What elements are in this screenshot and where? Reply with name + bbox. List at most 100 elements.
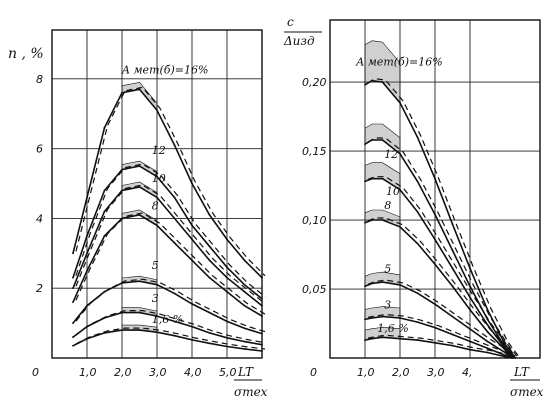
data-point: [243, 259, 246, 262]
data-point: [86, 196, 88, 199]
data-point: [156, 196, 158, 199]
data-point: [156, 224, 158, 227]
data-point: [208, 342, 211, 345]
data-point: [86, 252, 88, 255]
data-point: [399, 337, 401, 340]
data-point: [381, 81, 384, 83]
data-point: [514, 357, 517, 359]
left-chart: 1,0 2,0 3,0 4,0 5,0 2 4 6 8 0 A мет(б)=16% 12 10 8 5 3 1…: [8, 29, 268, 399]
series-line: [72, 88, 263, 279]
y-tick-label: 8: [36, 73, 43, 86]
data-point: [399, 188, 401, 191]
data-point: [434, 238, 436, 241]
series-label: 8: [152, 200, 159, 213]
data-point: [208, 311, 211, 314]
data-point: [486, 340, 489, 343]
data-point: [226, 320, 228, 323]
data-point: [243, 340, 246, 343]
series-label: 12: [384, 148, 398, 161]
y-axis-label: n , %: [8, 46, 44, 62]
series-label: 10: [152, 172, 166, 185]
data-point: [173, 292, 176, 295]
x-tick-label: 5,0: [219, 366, 237, 379]
y-axis-label-denominator: Δизд: [283, 34, 315, 48]
data-point: [191, 338, 193, 341]
data-point: [486, 351, 489, 354]
data-point: [191, 238, 193, 241]
data-point: [364, 285, 366, 288]
data-point: [261, 304, 263, 307]
x-tick-label: 4,0: [184, 366, 202, 379]
data-point: [138, 88, 141, 91]
data-point: [399, 283, 401, 286]
origin-label: 0: [310, 366, 317, 379]
data-point: [371, 337, 373, 340]
data-point: [371, 317, 373, 319]
data-point: [486, 347, 489, 350]
series-line: [72, 186, 263, 307]
x-tick-label: 2,0: [392, 366, 410, 379]
data-point: [86, 234, 88, 237]
data-point: [226, 290, 228, 293]
data-point: [243, 348, 246, 350]
series-line-dashed: [75, 86, 266, 277]
data-point: [261, 315, 263, 318]
data-point: [416, 339, 419, 341]
series-line: [364, 281, 513, 359]
data-point: [72, 336, 74, 338]
data-point: [451, 249, 454, 252]
data-point: [72, 301, 74, 304]
data-point: [191, 259, 193, 262]
x-tick-label: 2,0: [114, 366, 132, 379]
series-label: A мет(б)=16%: [121, 64, 208, 77]
data-point: [156, 315, 158, 318]
tolerance-band: [121, 81, 158, 112]
data-point: [469, 267, 471, 270]
data-point: [451, 285, 454, 288]
data-point: [381, 139, 384, 141]
data-point: [86, 269, 88, 272]
series-label: 1,6 %: [152, 313, 183, 326]
series-line-dashed: [367, 313, 516, 357]
data-point: [243, 304, 246, 307]
data-point: [416, 242, 419, 245]
data-point: [72, 322, 74, 325]
series-line-dashed: [367, 217, 516, 357]
data-point: [121, 311, 123, 314]
data-point: [103, 290, 106, 293]
x-tick-label: 1,0: [357, 366, 375, 379]
series-label: A мет(б)=16%: [355, 56, 442, 69]
data-point: [511, 357, 513, 359]
x-axis-label-numerator: LT: [237, 365, 254, 379]
data-point: [364, 318, 366, 321]
data-point: [226, 238, 228, 241]
x-axis-label-denominator: σтех: [234, 385, 268, 399]
data-point: [138, 214, 141, 216]
y-tick-label: 0,15: [302, 145, 327, 158]
data-point: [469, 285, 471, 288]
series-line-dashed: [367, 176, 516, 357]
data-point: [486, 330, 489, 333]
data-point: [243, 327, 246, 330]
data-point: [173, 217, 176, 220]
data-point: [434, 177, 436, 180]
y-tick-label: 4: [36, 212, 43, 225]
data-point: [381, 177, 384, 180]
data-point: [416, 321, 419, 324]
x-tick-label: 1,0: [79, 366, 97, 379]
data-point: [138, 311, 141, 314]
series-line-dashed: [75, 163, 266, 298]
data-point: [371, 139, 373, 141]
data-point: [191, 182, 193, 185]
y-tick-label: 0,10: [302, 214, 327, 227]
data-point: [138, 186, 141, 188]
data-point: [173, 334, 176, 337]
data-point: [469, 308, 471, 311]
tolerance-band: [364, 40, 401, 104]
data-point: [434, 326, 436, 329]
data-point: [191, 303, 193, 305]
data-point: [173, 196, 176, 199]
data-point: [261, 343, 263, 346]
data-point: [208, 214, 211, 216]
